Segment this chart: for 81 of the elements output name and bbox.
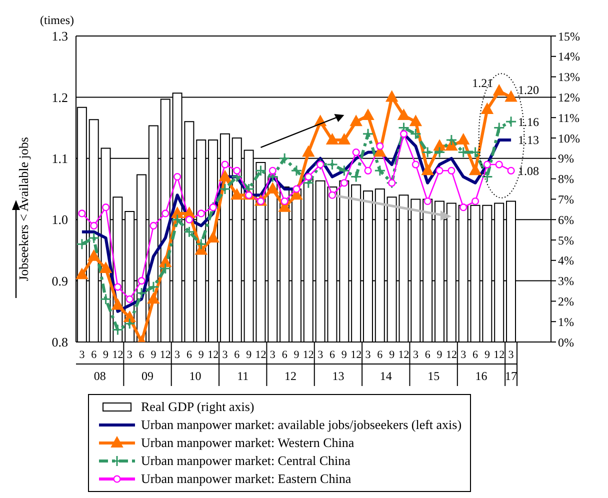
x-tick-label: 12 [350,348,362,361]
y2-tick-label: 2% [558,294,574,308]
x-tick-label: 3 [365,348,372,361]
x-tick-label: 12 [494,348,505,361]
x-tick-label: 12 [446,348,457,361]
text: 14 [380,369,392,383]
y-tick-label: 0.8 [52,334,68,350]
y2-tick-label: 4% [558,254,574,268]
y-tick-label: 0.9 [52,273,68,288]
y-axis-title: Jobseekers < Available jobs [16,137,31,281]
legend-label: Urban manpower market: available jobs/jobseekers (left axis) [141,417,462,433]
text: 1.16 [518,115,540,129]
y-tick-label: 1.0 [52,212,68,228]
y2-tick-label: 0% [558,335,574,350]
text: 1.20 [518,83,540,97]
text: 1.13 [518,133,540,147]
x-tick-label: 6 [377,348,384,361]
x-tick-label: 3 [222,348,228,361]
y2-tick-label: 3% [558,274,574,288]
text: 16 [475,369,488,383]
legend-label: Urban manpower market: Eastern China [141,471,352,487]
y2-tick-label: 12% [558,90,580,104]
y2-tick-label: 15% [558,29,580,44]
text: 15 [428,369,440,383]
legend-label: Urban manpower market: Central China [141,453,350,469]
x-tick-label: 3 [126,348,133,361]
y-tick-label: 1.1 [52,151,68,166]
text: 17 [505,369,518,383]
x-tick-label: 6 [424,348,431,361]
y2-tick-label: 5% [558,233,574,248]
y-tick-label: 1.2 [52,90,68,105]
annotation: 1.21 [472,76,494,90]
x-tick-label: 6 [91,348,98,361]
x-tick-label: 6 [186,348,192,361]
x-tick-label: 12 [255,348,266,361]
legend-label: Urban manpower market: Western China [141,435,354,451]
x-tick-label: 12 [398,348,410,361]
y2-tick-label: 10% [558,131,580,146]
x-tick-label: 6 [330,348,336,361]
x-tick-label: 12 [112,348,124,361]
y2-tick-label: 7% [558,192,574,206]
y2-tick-label: 6% [558,212,574,227]
x-tick-label: 9 [246,348,252,361]
x-tick-label: 9 [389,348,396,361]
x-tick-label: 6 [282,348,288,361]
x-tick-label: 9 [484,348,490,361]
x-tick-label: 12 [208,348,219,361]
text: 10 [189,369,202,383]
x-tick-label: 9 [103,348,110,361]
x-tick-label: 9 [436,348,443,361]
x-tick-label: 9 [341,348,348,361]
y2-tick-label: 1% [558,314,574,329]
x-tick-label: 12 [302,348,314,361]
y2-tick-label: 13% [558,70,580,84]
x-tick-label: 3 [174,348,181,361]
text: 1.08 [518,164,540,178]
y2-tick-label: 14% [558,50,580,64]
x-tick-label: 6 [234,348,240,361]
y2-tick-label: 11% [558,110,580,125]
text: 11 [237,369,249,383]
x-tick-label: 3 [318,348,324,361]
x-tick-label: 3 [412,348,419,361]
text: (times) [40,13,74,27]
x-tick-label: 9 [294,348,300,361]
text: 13 [332,369,344,383]
x-tick-label: 3 [79,348,86,361]
x-tick-label: 3 [508,348,514,361]
x-tick-label: 3 [460,348,467,361]
x-tick-label: 9 [198,348,204,361]
text: 09 [142,369,154,383]
text: 08 [94,369,106,383]
x-tick-label: 6 [138,348,145,361]
text: 12 [284,369,297,383]
y2-tick-label: 9% [558,152,574,166]
x-tick-label: 3 [270,348,276,361]
legend-label: Real GDP (right axis) [141,399,254,415]
y2-tick-label: 8% [558,172,574,186]
x-tick-label: 12 [160,348,171,361]
x-tick-label: 9 [150,348,157,361]
x-tick-label: 6 [472,348,479,361]
y-tick-label: 1.3 [52,28,68,44]
